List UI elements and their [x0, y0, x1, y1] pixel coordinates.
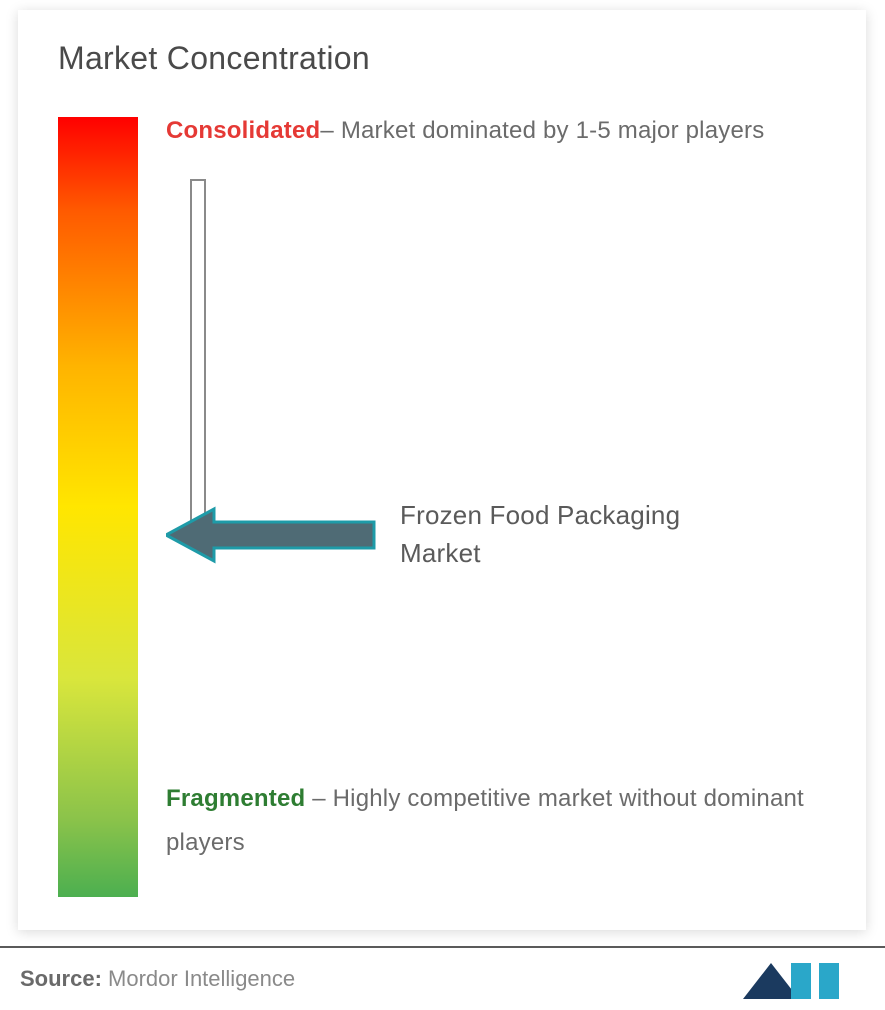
- logo-icon: [741, 955, 871, 1003]
- fragmented-label: Fragmented – Highly competitive market w…: [166, 777, 826, 866]
- page-title: Market Concentration: [58, 40, 826, 77]
- marker-label-line2: Market: [400, 538, 481, 568]
- source-text: Source: Mordor Intelligence: [20, 966, 295, 992]
- infographic-card: Market Concentration Consolidated– Marke…: [18, 10, 866, 930]
- fragmented-key: Fragmented: [166, 785, 305, 812]
- footer: Source: Mordor Intelligence: [0, 946, 885, 1010]
- marker-arrow-group: Frozen Food Packaging Market: [166, 497, 680, 572]
- marker-label: Frozen Food Packaging Market: [400, 497, 680, 572]
- consolidated-desc: – Market dominated by 1-5 major players: [320, 117, 764, 144]
- content-row: Consolidated– Market dominated by 1-5 ma…: [58, 117, 826, 897]
- bracket-lines: [184, 179, 214, 539]
- consolidated-key: Consolidated: [166, 117, 320, 144]
- source-value: Mordor Intelligence: [102, 966, 295, 991]
- consolidated-label: Consolidated– Market dominated by 1-5 ma…: [166, 109, 764, 153]
- gradient-svg: [58, 117, 138, 897]
- marker-label-line1: Frozen Food Packaging: [400, 500, 680, 530]
- brand-logo: [741, 955, 871, 1003]
- labels-column: Consolidated– Market dominated by 1-5 ma…: [166, 117, 826, 897]
- source-key: Source:: [20, 966, 102, 991]
- arrow-icon: [166, 505, 376, 565]
- concentration-gradient-bar: [58, 117, 138, 897]
